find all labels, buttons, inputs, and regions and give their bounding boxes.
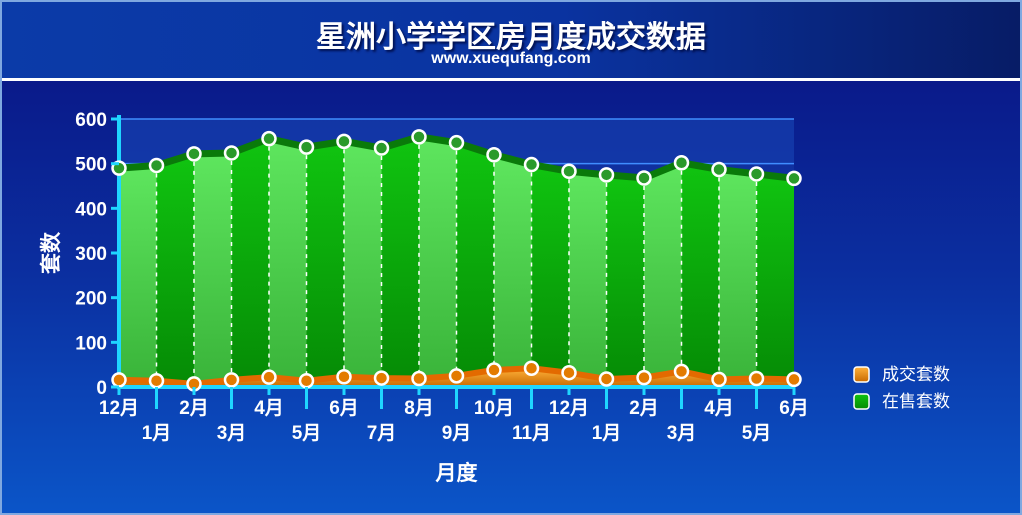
x-tick-label: 12月 bbox=[99, 398, 139, 419]
sale-area-segment bbox=[231, 138, 269, 387]
x-tick-label: 3月 bbox=[667, 423, 697, 444]
x-tick-label: 12月 bbox=[549, 398, 589, 419]
x-tick-label: 6月 bbox=[329, 398, 359, 419]
sale-area-segment bbox=[269, 138, 307, 387]
sale-point bbox=[636, 170, 652, 186]
sale-area-segment bbox=[119, 165, 157, 387]
sale-point bbox=[786, 170, 802, 187]
chart-title: 星洲小学学区房月度成交数据 bbox=[316, 20, 706, 55]
x-tick-label: 3月 bbox=[217, 423, 247, 444]
legend-label: 在售套数 bbox=[882, 392, 950, 412]
sale-point bbox=[148, 157, 165, 174]
sold-point bbox=[223, 372, 240, 388]
sale-point bbox=[561, 163, 577, 180]
sale-area-segment bbox=[419, 136, 457, 387]
sale-area-segment bbox=[494, 154, 532, 387]
sold-point bbox=[111, 372, 127, 388]
sale-point bbox=[261, 130, 277, 147]
sale-area-segment bbox=[531, 164, 569, 387]
y-tick-label: 0 bbox=[96, 378, 107, 399]
x-tick-label: 8月 bbox=[404, 398, 434, 419]
x-axis-title: 月度 bbox=[435, 461, 478, 485]
x-tick-label: 4月 bbox=[254, 398, 284, 419]
x-tick-label: 1月 bbox=[592, 423, 622, 444]
legend-swatch bbox=[853, 366, 870, 383]
sold-point bbox=[261, 369, 277, 385]
sold-point bbox=[448, 368, 465, 384]
sold-point bbox=[298, 372, 315, 389]
y-tick-label: 200 bbox=[75, 289, 107, 310]
x-tick-label: 5月 bbox=[292, 423, 322, 444]
sale-point bbox=[373, 140, 390, 156]
sale-point bbox=[298, 139, 315, 155]
x-tick-label: 9月 bbox=[442, 423, 472, 444]
x-tick-label: 5月 bbox=[742, 423, 772, 444]
y-tick-label: 500 bbox=[75, 155, 107, 176]
y-axis-title: 套数 bbox=[39, 231, 63, 274]
chart-header: 星洲小学学区房月度成交数据 www.xuequfang.com bbox=[2, 2, 1020, 81]
sold-point bbox=[748, 370, 765, 387]
sale-point bbox=[186, 146, 202, 162]
sold-point bbox=[486, 362, 502, 378]
sale-area-segment bbox=[156, 153, 194, 387]
legend-label: 成交套数 bbox=[882, 365, 950, 385]
sold-point bbox=[373, 370, 390, 386]
sold-point bbox=[786, 371, 802, 388]
sale-area-segment bbox=[306, 141, 344, 387]
sold-point bbox=[148, 372, 165, 389]
sold-point bbox=[561, 364, 577, 381]
sold-point bbox=[411, 370, 427, 387]
sale-point bbox=[598, 167, 615, 183]
sale-point bbox=[673, 155, 690, 171]
y-tick-label: 100 bbox=[75, 333, 107, 354]
sale-area-segment bbox=[681, 162, 719, 387]
x-tick-label: 2月 bbox=[179, 398, 209, 419]
sale-point bbox=[711, 161, 727, 178]
x-tick-label: 2月 bbox=[629, 398, 659, 419]
chart-subtitle: www.xuequfang.com bbox=[431, 50, 591, 67]
sale-point bbox=[411, 129, 427, 145]
sale-area-segment bbox=[719, 169, 757, 387]
y-tick-label: 300 bbox=[75, 244, 107, 265]
sold-point bbox=[598, 371, 615, 387]
sale-area-segment bbox=[644, 162, 682, 387]
area-chart: 010020030040050060012月1月2月3月4月5月6月7月8月9月… bbox=[39, 110, 950, 485]
x-tick-label: 1月 bbox=[142, 423, 172, 444]
sale-point bbox=[523, 156, 540, 173]
x-tick-label: 7月 bbox=[367, 423, 397, 444]
x-tick-label: 6月 bbox=[779, 398, 809, 419]
x-tick-label: 11月 bbox=[512, 423, 551, 444]
y-tick-label: 400 bbox=[75, 199, 107, 220]
legend-swatch bbox=[853, 393, 870, 410]
sale-area-segment bbox=[569, 171, 607, 387]
sale-area-segment bbox=[344, 141, 382, 387]
sale-point bbox=[748, 166, 765, 182]
sale-point bbox=[336, 133, 352, 150]
x-tick-label: 10月 bbox=[474, 398, 514, 419]
sale-area-segment bbox=[756, 173, 794, 387]
sale-point bbox=[223, 145, 240, 161]
sale-area-segment bbox=[381, 136, 419, 387]
sold-point bbox=[636, 369, 652, 386]
sale-point bbox=[486, 146, 502, 163]
plot-panel: 0 100 200 300 400 500 600 12月 1月 2月 3月 4月 5月 6月 7月 8月 9月… bbox=[2, 81, 1020, 513]
y-tick-label: 600 bbox=[75, 110, 107, 131]
x-tick-label: 4月 bbox=[704, 398, 734, 419]
sold-point bbox=[711, 371, 727, 388]
sale-area-segment bbox=[606, 174, 644, 387]
sale-area-segment bbox=[194, 152, 232, 387]
sold-point bbox=[523, 360, 540, 376]
sold-point bbox=[336, 368, 352, 385]
sold-point bbox=[673, 363, 690, 380]
sale-area-segment bbox=[456, 142, 494, 387]
sale-point bbox=[448, 134, 465, 151]
